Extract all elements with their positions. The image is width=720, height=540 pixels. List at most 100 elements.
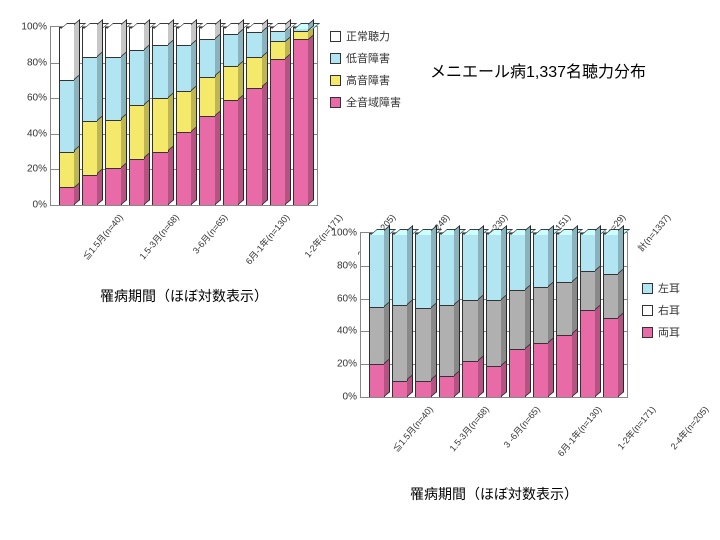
chart-ear-side-xlabel: 罹病期間（ほぼ対数表示） (360, 484, 628, 504)
bar-segment-full (105, 168, 121, 205)
bar (82, 27, 98, 205)
bar-segment-left (533, 233, 549, 287)
legend-label: 左耳 (658, 280, 680, 296)
legend-item: 両耳 (642, 324, 680, 340)
bar (105, 27, 121, 205)
y-tick: 0% (33, 200, 51, 211)
x-tick: 3 -6月(n=65) (500, 403, 543, 450)
bar-segment-right (369, 307, 385, 364)
y-tick: 100% (21, 22, 51, 33)
bar-segment-low (152, 45, 168, 98)
bar-segment-full (82, 175, 98, 205)
bar-segment-low (246, 32, 262, 57)
x-tick: 2-4年(n=205) (667, 403, 711, 452)
bar-segment-full (223, 100, 239, 205)
bar-segment-both (509, 349, 525, 397)
bar (439, 233, 455, 397)
legend-item: 正常聴力 (330, 28, 401, 44)
bar-segment-both (486, 366, 502, 397)
bar-segment-left (439, 233, 455, 305)
bar-segment-normal (82, 27, 98, 57)
y-tick: 20% (27, 164, 51, 175)
x-tick: 6月-1年(n=130) (242, 211, 292, 267)
bar-segment-high (270, 41, 286, 59)
x-tick: 計(n=1337) (634, 211, 673, 254)
bar-segment-both (439, 376, 455, 397)
bar-segment-both (603, 318, 619, 397)
bar-segment-left (603, 233, 619, 274)
bar-segment-both (580, 310, 596, 397)
bar-segment-normal (246, 27, 262, 32)
bar-segment-high (59, 152, 75, 188)
bar (415, 233, 431, 397)
bar (129, 27, 145, 205)
bar (199, 27, 215, 205)
bar-segment-high (105, 120, 121, 168)
bar-segment-low (59, 80, 75, 151)
bar-segment-high (129, 105, 145, 158)
bar-segment-low (223, 34, 239, 66)
bar-segment-left (580, 233, 596, 271)
bar-segment-high (223, 66, 239, 100)
bar (176, 27, 192, 205)
bar-segment-both (556, 335, 572, 397)
bar (246, 27, 262, 205)
bar (369, 233, 385, 397)
y-tick: 40% (27, 128, 51, 139)
chart-hearing-legend: 正常聴力低音障害高音障害全音域障害 (330, 28, 401, 116)
x-tick: ≦1.5月(n=40) (389, 403, 435, 455)
x-tick: 3-6月(n=65) (189, 211, 230, 256)
bar-segment-high (152, 98, 168, 151)
x-tick: 6月-1年(n=130) (555, 403, 605, 459)
bar-segment-high (82, 121, 98, 174)
legend-swatch (642, 283, 653, 294)
x-tick: 1.5-3月(n=68) (446, 403, 492, 454)
y-tick: 20% (337, 359, 361, 370)
bar-segment-normal (270, 27, 286, 31)
bar-segment-low (270, 31, 286, 42)
legend-item: 高音障害 (330, 72, 401, 88)
x-tick: ≦1.5月(n=40) (79, 211, 125, 263)
chart-ear-side: 0%20%40%60%80%100%≦1.5月(n=40)1.5-3月(n=68… (360, 232, 628, 398)
bar (462, 233, 478, 397)
bar-segment-normal (152, 27, 168, 45)
bar-segment-full (270, 59, 286, 205)
bar-segment-both (369, 364, 385, 397)
legend-item: 右耳 (642, 302, 680, 318)
bar (223, 27, 239, 205)
legend-label: 低音障害 (346, 50, 390, 66)
bar-segment-low (129, 50, 145, 105)
bar-segment-left (486, 233, 502, 300)
bar-segment-full (199, 116, 215, 205)
bar (293, 27, 309, 205)
bar-segment-both (462, 361, 478, 397)
x-tick: 1-2年(n=171) (614, 403, 658, 452)
bar (270, 27, 286, 205)
bar-segment-left (462, 233, 478, 300)
bar-segment-high (246, 57, 262, 87)
bar-segment-right (486, 300, 502, 366)
bar-segment-both (533, 343, 549, 397)
bar (509, 233, 525, 397)
bar-segment-both (415, 381, 431, 397)
bar (392, 233, 408, 397)
bar (533, 233, 549, 397)
bar-segment-normal (129, 27, 145, 50)
bar (152, 27, 168, 205)
bar-segment-right (462, 300, 478, 361)
legend-item: 低音障害 (330, 50, 401, 66)
bar-segment-right (439, 305, 455, 376)
legend-item: 左耳 (642, 280, 680, 296)
bar-segment-full (176, 132, 192, 205)
bar-segment-right (509, 290, 525, 349)
bar-segment-low (82, 57, 98, 121)
bar-segment-normal (223, 27, 239, 34)
bar-segment-full (293, 39, 309, 205)
legend-swatch (642, 305, 653, 316)
bar-segment-right (415, 308, 431, 380)
legend-label: 全音域障害 (346, 94, 401, 110)
bar-segment-full (129, 159, 145, 205)
bar-segment-right (556, 282, 572, 334)
bar-segment-right (392, 305, 408, 380)
x-tick: 1.5-3月(n=68) (136, 211, 182, 262)
